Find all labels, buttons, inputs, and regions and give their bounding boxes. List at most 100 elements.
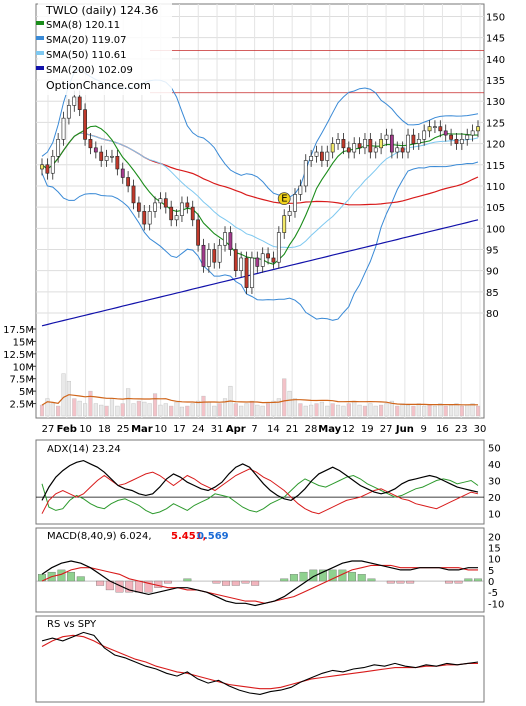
candle-body [325,151,330,161]
macd-histogram-bar [299,571,308,582]
volume-tick-label: 17.5M [3,325,34,336]
price-tick-label: 145 [486,34,505,45]
volume-bar [459,405,464,417]
candle-body [336,139,340,144]
candle-body [244,257,249,288]
volume-bar [185,405,190,417]
candle-body [255,257,260,267]
macd-histogram-bar [67,571,76,582]
volume-bar [422,405,427,417]
rs-title: RS vs SPY [47,619,97,630]
volume-tick-label: 12.5M [3,350,34,361]
macd-histogram-bar [367,578,376,582]
volume-bar [266,403,271,417]
candle-body [303,160,308,187]
volume-bar [271,400,276,417]
volume-bar [120,403,125,417]
adx-tick-label: 50 [488,443,501,454]
macd-signal-label: 5.451, [171,531,206,542]
legend-entry: SMA(8) 120.11 [46,20,120,31]
macd-histogram-bar [474,578,482,582]
candle-body [99,151,104,161]
candle-body [379,139,384,149]
candle-body [476,126,480,132]
volume-bar [379,404,384,417]
macd-signal-line [41,564,478,604]
candle-body [72,96,77,106]
macd-histogram-bar [464,578,473,582]
legend-swatch [36,21,44,25]
volume-bar [66,380,71,417]
candle-body [400,147,405,153]
macd-tick-label: 5 [488,566,494,577]
candle-body [433,126,437,128]
volume-bar [384,403,389,417]
candle-body [147,211,152,225]
volume-bar [341,405,346,417]
price-tick-label: 120 [486,140,505,151]
volume-bar [163,403,168,417]
candle-body [239,257,244,271]
candle-body [223,232,227,246]
legend-swatch [36,36,44,40]
candle-body [271,257,276,263]
volume-bar [244,403,249,417]
x-axis-label: 17 [173,424,186,435]
volume-bar [158,404,163,417]
candle-body [163,198,168,208]
volume-bar [416,403,421,417]
volume-bar [298,403,303,417]
volume-bar [152,393,158,417]
volume-bar [400,403,405,417]
x-axis-label: Mar [131,424,153,435]
x-axis-label: 18 [98,424,111,435]
volume-bar [136,400,141,417]
candle-body [363,139,367,149]
price-tick-label: 130 [486,97,505,108]
candle-body [115,155,120,170]
candle-body [282,215,287,233]
x-axis-label: 21 [286,424,299,435]
volume-bar [77,400,82,417]
macd-histogram-bar [76,576,85,582]
macd-histogram-bar [289,574,298,582]
adx-tick-label: 40 [488,460,501,471]
macd-tick-label: -10 [488,599,504,610]
macd-histogram-bar [280,578,289,582]
volume-bar [99,404,104,417]
candle-body [373,147,378,153]
volume-bar [115,405,120,417]
macd-histogram-bar [96,580,105,586]
volume-bar [61,373,66,417]
volume-bar [373,405,378,417]
macd-histogram-bar [251,580,260,586]
volume-bar [325,405,330,417]
volume-bar [201,395,206,417]
candle-body [357,143,362,149]
adx-line [41,459,479,502]
volume-bar [449,404,454,417]
rs-line [41,631,479,695]
x-axis-label: 16 [436,424,449,435]
candle-body [314,151,319,157]
macd-histogram-bar [319,569,327,582]
adx-tick-label: 10 [488,510,501,521]
volume-bar [260,405,265,417]
candle-body [174,215,179,221]
price-tick-label: 90 [486,267,499,278]
adx-panel: 50 40 30 20 10 ADX(14) 23.24 [35,439,501,525]
volume-tick-label: 15M [13,337,34,348]
volume-bar [56,405,61,417]
volume-bar [206,401,211,417]
volume-bar [50,403,55,417]
candle-body [120,168,125,178]
volume-bar [443,405,448,417]
earnings-event-marker [277,192,291,206]
candle-body [298,185,303,195]
macd-histogram-bar [328,569,337,582]
candle-body [459,139,464,144]
candle-body [83,109,87,140]
candle-body [266,253,270,259]
x-axis-label: 9 [420,424,426,435]
candle-body [438,126,443,132]
